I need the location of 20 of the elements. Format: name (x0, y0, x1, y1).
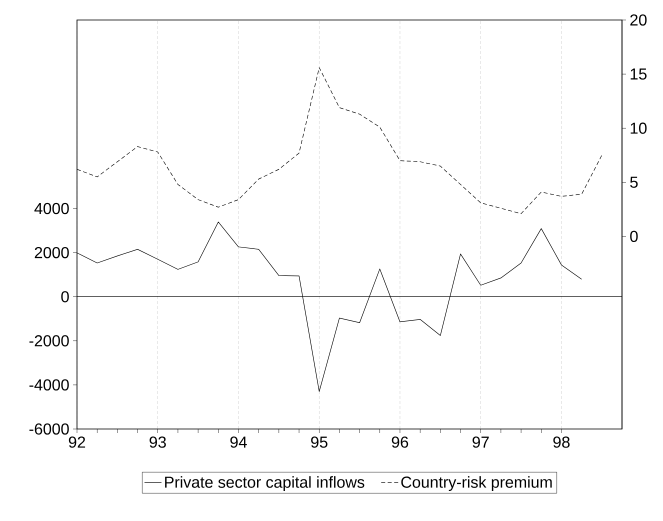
y2-tick-label: 5 (630, 176, 638, 188)
y2-tick-label: 15 (630, 68, 647, 80)
x-tick-label: 98 (553, 436, 570, 448)
y-tick-label: 0 (61, 291, 69, 302)
y-tick-label: -4000 (29, 379, 69, 391)
y-tick-label: -2000 (29, 335, 69, 346)
y-tick-label: 4000 (34, 202, 69, 214)
legend-label: Private sector capital inflows (165, 476, 364, 491)
legend-label: Country-risk premium (401, 476, 552, 491)
y-tick-label: 2000 (34, 246, 69, 258)
y-tick-label: -6000 (29, 423, 69, 435)
x-tick-label: 94 (230, 436, 247, 448)
y2-tick-label: 0 (630, 230, 638, 242)
x-tick-label: 95 (311, 436, 328, 448)
x-tick-label: 97 (472, 436, 489, 448)
x-tick-label: 92 (68, 436, 86, 448)
y2-tick-label: 20 (630, 14, 647, 26)
x-tick-label: 93 (150, 436, 166, 448)
x-tick-label: 96 (392, 436, 408, 448)
y2-tick-label: 10 (630, 122, 647, 134)
